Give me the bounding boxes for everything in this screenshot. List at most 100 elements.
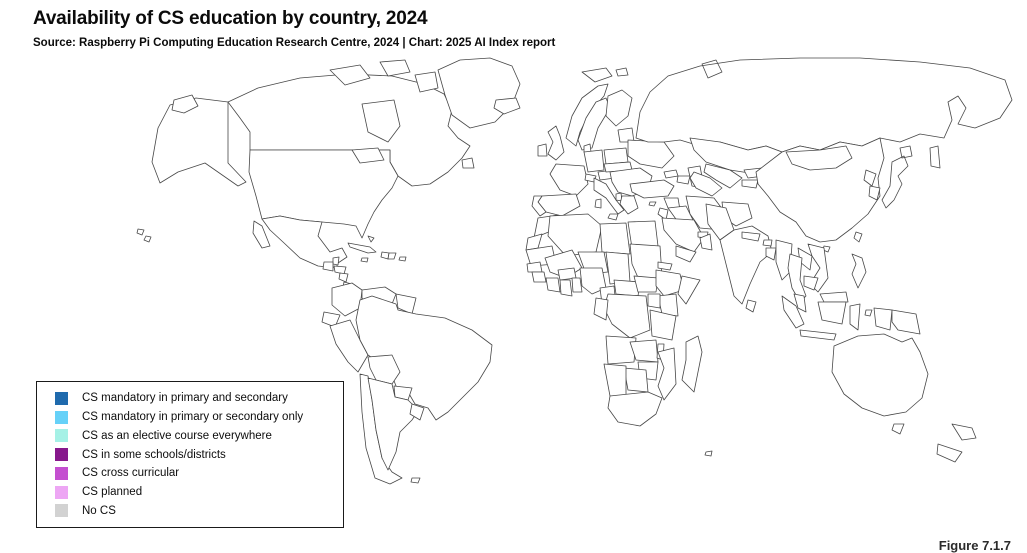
legend-row: CS cross curricular <box>55 466 333 480</box>
country-madagascar <box>681 335 703 393</box>
country-puerto-rico <box>398 256 407 262</box>
country-united-states <box>248 149 399 239</box>
country-italy <box>593 177 625 221</box>
country-chad <box>605 251 631 285</box>
country-united-kingdom <box>547 125 565 161</box>
legend-label: No CS <box>82 504 116 517</box>
country-sri-lanka <box>745 299 757 313</box>
country-angola <box>605 335 637 365</box>
country-guatemala <box>322 261 334 272</box>
country-ukraine-belarus <box>627 139 675 169</box>
country-algeria <box>547 213 603 257</box>
country-japan <box>881 145 913 209</box>
legend-row: CS mandatory in primary or secondary onl… <box>55 410 333 424</box>
country-india <box>719 225 773 305</box>
country-indonesia <box>781 295 893 341</box>
legend-label: CS as an elective course everywhere <box>82 429 272 442</box>
legend-swatch <box>55 504 68 518</box>
legend-label: CS in some schools/districts <box>82 448 226 461</box>
country-yemen <box>675 245 697 263</box>
legend-swatch <box>55 429 68 443</box>
country-chukotka <box>171 94 199 114</box>
legend-label: CS mandatory in primary and secondary <box>82 392 288 405</box>
legend-row: CS mandatory in primary and secondary <box>55 391 333 405</box>
country-nepal <box>741 231 761 242</box>
country-finland <box>605 89 633 127</box>
country-tajikistan <box>741 179 759 189</box>
country-nicaragua <box>338 272 349 283</box>
legend-row: CS planned <box>55 485 333 499</box>
country-falkland-islands <box>410 477 421 484</box>
country-uganda <box>647 293 661 309</box>
country-svalbard <box>581 67 629 83</box>
country-new-zealand <box>936 423 977 463</box>
country-australia <box>831 333 929 435</box>
country-uruguay <box>409 403 425 421</box>
country-guinea <box>531 271 547 283</box>
legend-row: CS as an elective course everywhere <box>55 429 333 443</box>
legend: CS mandatory in primary and secondary CS… <box>36 381 344 528</box>
figure-caption: Figure 7.1.7 <box>938 538 1011 553</box>
legend-row: No CS <box>55 504 333 518</box>
country-ivory-coast <box>545 277 561 293</box>
legend-swatch <box>55 448 68 461</box>
legend-swatch <box>55 466 68 480</box>
country-france <box>549 163 589 197</box>
country-indian-ocean-island <box>704 450 713 457</box>
country-mexico <box>252 215 348 269</box>
country-portugal <box>531 195 547 217</box>
country-georgia <box>663 169 679 179</box>
country-nigeria <box>579 267 607 295</box>
country-canada-arctic <box>329 59 475 169</box>
country-dr-congo <box>603 293 651 339</box>
chart-header: Availability of CS education by country,… <box>33 8 555 49</box>
country-greece <box>619 195 639 215</box>
country-tanzania <box>649 309 677 341</box>
great-lakes <box>351 147 385 164</box>
country-argentina <box>367 377 421 471</box>
country-south-sudan <box>633 275 659 293</box>
country-oman <box>699 233 713 251</box>
country-turkey <box>629 179 675 199</box>
country-iceland <box>493 97 521 115</box>
country-uzbekistan <box>703 163 743 189</box>
country-ghana <box>559 279 573 297</box>
country-togo-benin <box>571 277 583 293</box>
country-alaska <box>151 97 247 187</box>
country-belize <box>332 256 340 266</box>
country-turkmenistan <box>689 171 723 197</box>
country-mozambique <box>657 347 677 401</box>
country-azerbaijan <box>676 175 691 185</box>
legend-label: CS mandatory in primary or secondary onl… <box>82 411 304 423</box>
country-cambodia <box>803 275 819 291</box>
country-namibia <box>603 363 627 399</box>
country-senegal <box>526 261 543 273</box>
country-botswana <box>623 367 649 393</box>
country-germany <box>583 149 605 173</box>
country-poland <box>603 147 629 165</box>
country-papua-new-guinea <box>891 309 921 335</box>
country-malaysia <box>793 291 849 313</box>
country-south-africa <box>607 391 663 427</box>
legend-row: CS in some schools/districts <box>55 448 333 461</box>
country-hawaii <box>136 228 152 243</box>
country-somalia <box>677 275 701 305</box>
country-south-korea <box>868 185 881 201</box>
country-libya <box>599 222 631 255</box>
country-eritrea <box>657 261 673 271</box>
legend-label: CS cross curricular <box>82 467 180 480</box>
hudson-bay <box>361 99 401 143</box>
page-title: Availability of CS education by country,… <box>33 8 428 29</box>
country-jamaica <box>360 257 369 263</box>
country-bahamas <box>367 235 375 243</box>
country-bhutan <box>762 239 773 247</box>
country-ethiopia <box>655 269 685 297</box>
country-cuba <box>347 242 377 254</box>
country-bangladesh <box>765 247 777 261</box>
source-line: Source: Raspberry Pi Computing Education… <box>33 37 556 49</box>
legend-swatch <box>55 391 68 405</box>
country-kenya <box>657 293 679 317</box>
legend-swatch <box>55 485 68 499</box>
country-cyprus <box>648 201 657 207</box>
